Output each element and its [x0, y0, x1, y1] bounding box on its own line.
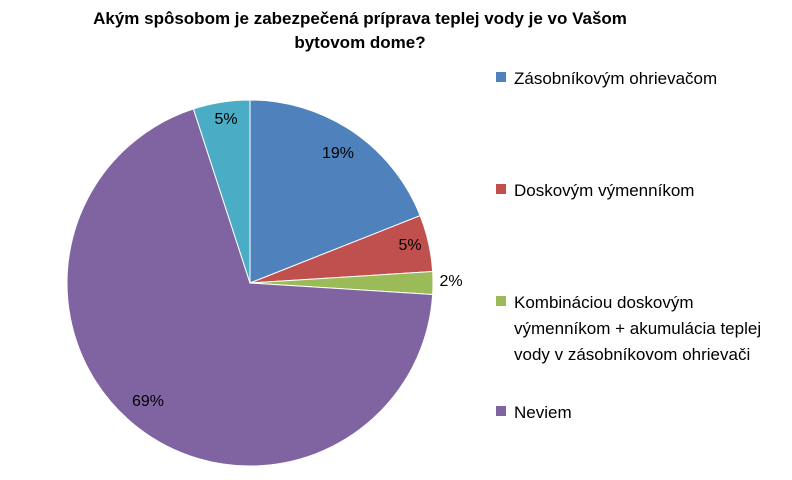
legend-item-kombinaciou: Kombináciou doskovým výmenníkom + akumul…	[496, 290, 774, 368]
legend-label: Doskovým výmenníkom	[514, 181, 695, 200]
slice-data-label-4: 69%	[132, 393, 164, 410]
legend-label: Neviem	[514, 403, 572, 422]
legend-swatch	[496, 296, 506, 306]
chart-title-line-2: bytovom dome?	[294, 33, 426, 52]
chart-title-line-1: Akým spôsobom je zabezpečená príprava te…	[93, 9, 627, 28]
legend-swatch	[496, 184, 506, 194]
pie-slice-1	[249, 99, 421, 284]
slice-data-label-5: 5%	[214, 111, 237, 128]
legend-item-neviem: Neviem	[496, 400, 774, 426]
legend-label: Kombináciou doskovým výmenníkom + akumul…	[514, 293, 762, 364]
pie-slice-5	[192, 99, 251, 284]
slice-data-label-2: 5%	[398, 237, 421, 254]
pie-slice-4	[66, 108, 434, 467]
legend-item-zasobnikovym: Zásobníkovým ohrievačom	[496, 66, 774, 92]
legend-swatch	[496, 72, 506, 82]
legend-item-doskovym: Doskovým výmenníkom	[496, 178, 774, 204]
slice-data-label-1: 19%	[322, 145, 354, 162]
legend-swatch	[496, 406, 506, 416]
legend-label: Zásobníkovým ohrievačom	[514, 69, 718, 88]
slice-data-label-3: 2%	[439, 273, 462, 290]
